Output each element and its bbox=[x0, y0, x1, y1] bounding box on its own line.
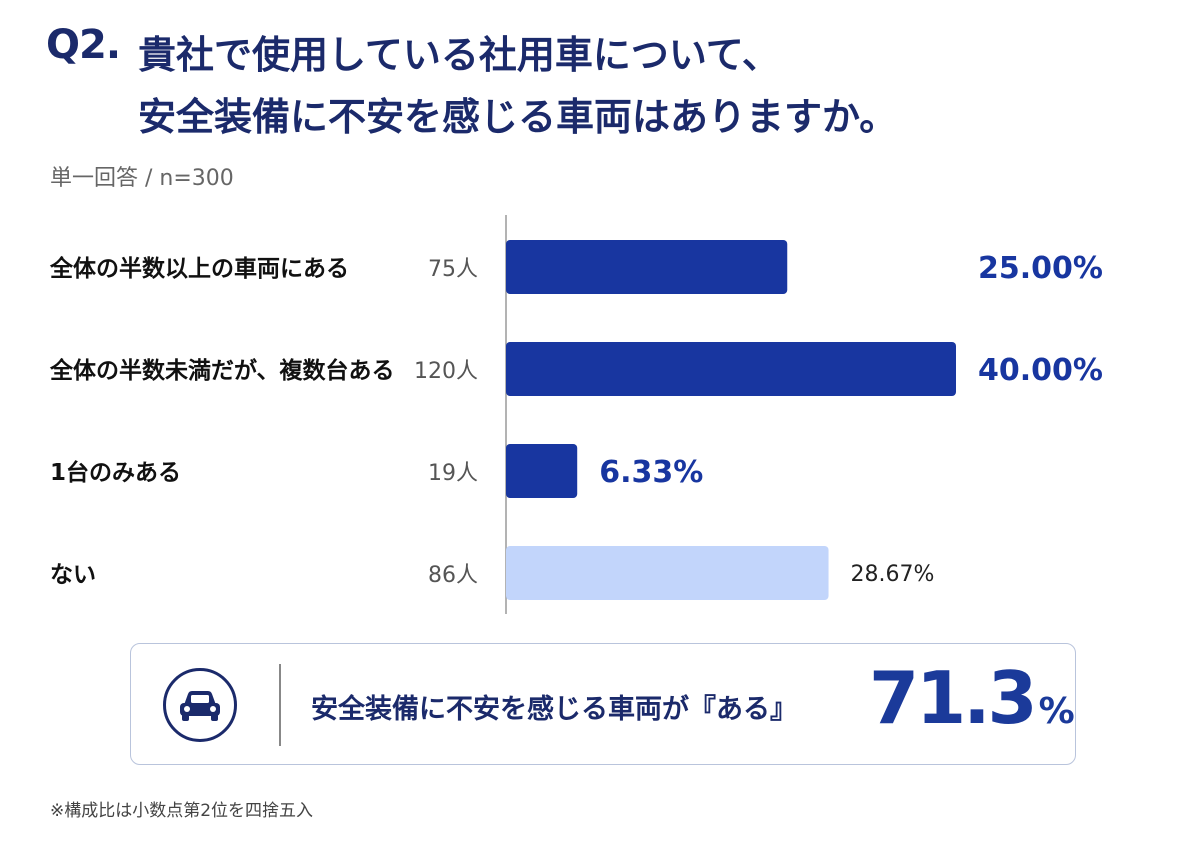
count-label: 19人 bbox=[428, 461, 478, 486]
value-label: 6.33% bbox=[599, 455, 703, 490]
bar bbox=[506, 240, 787, 294]
summary-value-unit: % bbox=[1039, 691, 1075, 732]
summary-box: 安全装備に不安を感じる車両が『ある』 71.3% bbox=[130, 643, 1076, 765]
summary-divider bbox=[279, 664, 281, 746]
count-label: 86人 bbox=[428, 563, 478, 588]
page-title-line-1: 貴社で使用している社用車について、 bbox=[138, 24, 780, 79]
value-label: 28.67% bbox=[851, 562, 935, 587]
category-label: 1台のみある bbox=[50, 459, 181, 486]
count-label: 75人 bbox=[428, 257, 478, 282]
summary-value-number: 71.3 bbox=[869, 656, 1035, 740]
count-label: 120人 bbox=[414, 359, 478, 384]
value-label: 25.00% bbox=[978, 251, 1103, 286]
value-label: 40.00% bbox=[978, 353, 1103, 388]
bar bbox=[506, 546, 829, 600]
summary-value: 71.3% bbox=[869, 656, 1075, 740]
bar bbox=[506, 342, 956, 396]
summary-text: 安全装備に不安を感じる車両が『ある』 bbox=[311, 687, 797, 726]
category-label: 全体の半数以上の車両にある bbox=[49, 255, 349, 282]
category-label: 全体の半数未満だが、複数台ある bbox=[49, 357, 395, 384]
car-icon bbox=[163, 668, 237, 742]
bar-chart: 全体の半数以上の車両にある 75人 25.00% 全体の半数未満だが、複数台ある 120… bbox=[0, 215, 1200, 625]
footnote: ※構成比は小数点第2位を四捨五入 bbox=[50, 796, 313, 821]
bar bbox=[506, 444, 577, 498]
category-label: ない bbox=[50, 562, 96, 588]
chart-subtitle: 単一回答 / n=300 bbox=[50, 160, 234, 192]
question-number: Q2. bbox=[46, 22, 120, 68]
page-title-line-2: 安全装備に不安を感じる車両はありますか。 bbox=[138, 86, 897, 141]
